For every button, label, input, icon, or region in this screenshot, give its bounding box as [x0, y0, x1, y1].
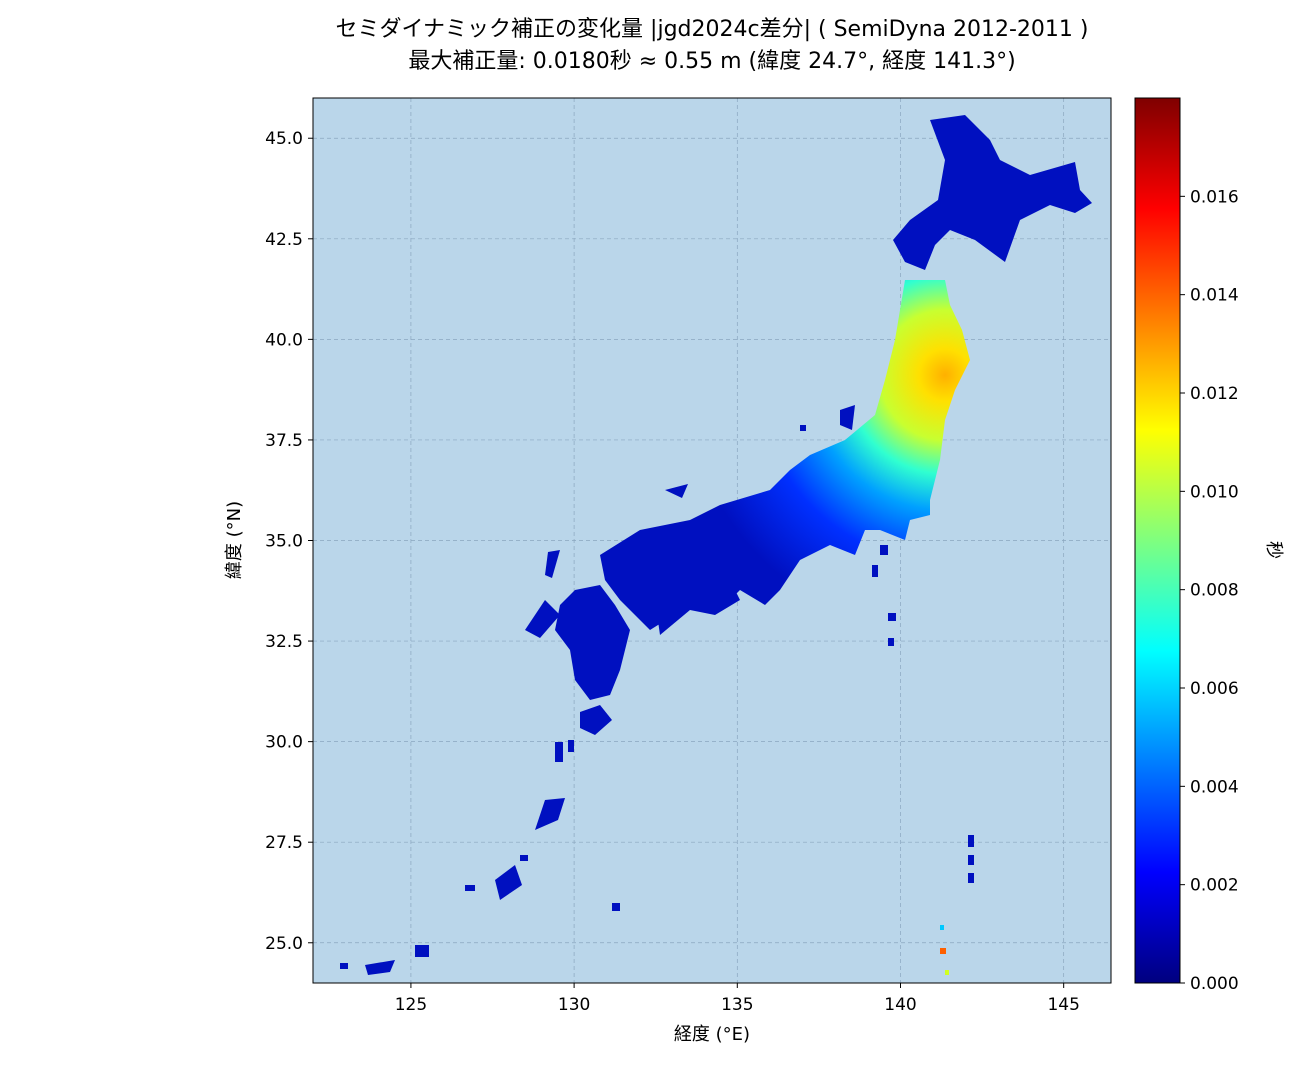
- x-tick-label: 140: [884, 995, 916, 1015]
- colorbar-tick-label: 0.006: [1190, 679, 1239, 699]
- y-tick-label: 35.0: [265, 532, 303, 552]
- y-tick-label: 42.5: [265, 230, 303, 250]
- colorbar-tick-label: 0.014: [1190, 286, 1239, 306]
- colorbar-tick-label: 0.004: [1190, 777, 1239, 797]
- colorbar-tick-label: 0.000: [1190, 974, 1239, 994]
- x-tick-label: 125: [395, 995, 427, 1015]
- chart-title: セミダイナミック補正の変化量 |jgd2024c差分| ( SemiDyna 2…: [336, 17, 1089, 42]
- y-tick-label: 27.5: [265, 833, 303, 853]
- colorbar-tick-label: 0.012: [1190, 384, 1239, 404]
- y-tick-label: 40.0: [265, 330, 303, 350]
- colorbar: [1134, 97, 1181, 984]
- land: [340, 115, 1092, 975]
- y-tick-label: 25.0: [265, 934, 303, 954]
- y-tick-label: 32.5: [265, 632, 303, 652]
- y-tick-label: 45.0: [265, 129, 303, 149]
- y-tick-label: 37.5: [265, 431, 303, 451]
- x-tick-label: 130: [558, 995, 590, 1015]
- colorbar-label: 秒: [1263, 541, 1284, 559]
- colorbar-tick-label: 0.010: [1190, 482, 1239, 502]
- x-tick-label: 145: [1047, 995, 1079, 1015]
- y-axis-label: 緯度 (°N): [224, 501, 245, 579]
- colorbar-tick-label: 0.008: [1190, 581, 1239, 601]
- colorbar-tick-label: 0.016: [1190, 187, 1239, 207]
- x-tick-label: 135: [721, 995, 753, 1015]
- y-tick-label: 30.0: [265, 733, 303, 753]
- chart-subtitle: 最大補正量: 0.0180秒 ≈ 0.55 m (緯度 24.7°, 経度 14…: [408, 49, 1015, 74]
- x-axis-label: 経度 (°E): [674, 1024, 750, 1045]
- colorbar-tick-label: 0.002: [1190, 876, 1239, 896]
